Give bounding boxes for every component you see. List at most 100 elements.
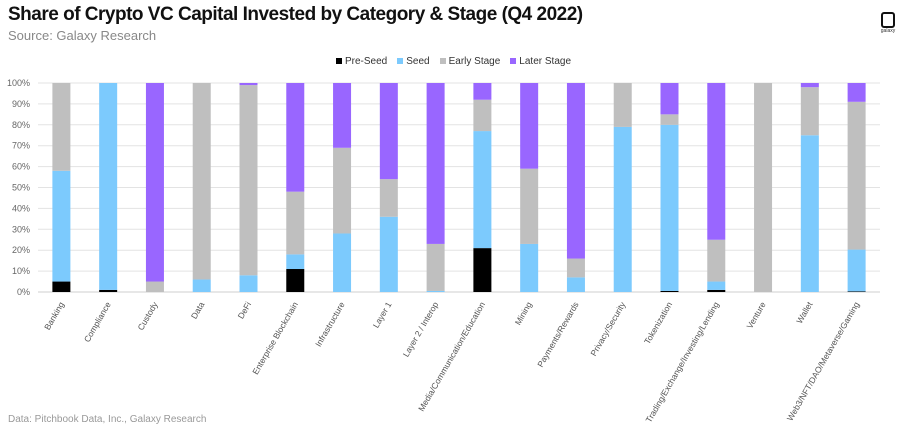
- y-tick-label: 90%: [12, 99, 30, 109]
- x-tick-label: Infrastructure: [313, 300, 347, 349]
- x-tick-label: Layer 1: [371, 300, 394, 330]
- x-tick-label: Payments/Rewards: [535, 300, 581, 369]
- bar-segment-later-stage: [707, 83, 726, 240]
- bar-segment-early-stage: [333, 147, 352, 234]
- y-tick-label: 40%: [12, 203, 30, 213]
- bar-segment-seed: [192, 279, 211, 292]
- y-tick-label: 20%: [12, 245, 30, 255]
- legend-item: Seed: [397, 56, 430, 67]
- legend-swatch: [439, 58, 446, 65]
- x-tick-label: Layer 2 / Interop: [401, 300, 441, 359]
- legend-swatch: [335, 58, 342, 65]
- bar-segment-early-stage: [379, 179, 398, 217]
- x-tick-label: Venture: [744, 300, 767, 331]
- bar-segment-early-stage: [754, 83, 773, 292]
- legend-label: Pre-Seed: [344, 56, 388, 67]
- bar-segment-later-stage: [520, 83, 539, 169]
- bar-segment-later-stage: [426, 83, 445, 244]
- x-tick-label: DeFi: [236, 300, 254, 321]
- bar-segment-early-stage: [286, 191, 305, 255]
- logo-text: galaxy: [880, 28, 896, 34]
- bar-segment-pre-seed: [660, 290, 679, 292]
- bar-segment-seed: [99, 83, 118, 290]
- x-tick-label: Enterprise Blockchain: [250, 300, 300, 376]
- x-tick-label: Wallet: [794, 299, 815, 325]
- y-tick-label: 60%: [12, 162, 30, 172]
- chart-title: Share of Crypto VC Capital Invested by C…: [8, 4, 583, 25]
- legend-swatch: [397, 58, 404, 65]
- bar-segment-later-stage: [847, 83, 866, 102]
- galaxy-logo: galaxy: [876, 12, 900, 34]
- bar-segment-seed: [239, 275, 258, 292]
- bar-segment-later-stage: [333, 83, 352, 148]
- x-tick-label: Banking: [42, 300, 66, 332]
- legend-item: Later Stage: [510, 56, 571, 67]
- legend-item: Pre-Seed: [335, 56, 388, 67]
- bar-segment-pre-seed: [847, 291, 866, 292]
- bar-segment-early-stage: [566, 258, 585, 278]
- bar-segment-pre-seed: [707, 289, 726, 292]
- bar-segment-early-stage: [426, 243, 445, 291]
- legend-swatch: [510, 58, 517, 65]
- chart-subtitle: Source: Galaxy Research: [8, 28, 157, 43]
- y-tick-label: 0%: [17, 287, 30, 297]
- y-tick-label: 100%: [7, 78, 30, 88]
- bar-segment-later-stage: [145, 83, 164, 282]
- bar-segment-seed: [520, 243, 539, 292]
- legend: Pre-Seed Seed Early Stage Later Stage: [0, 56, 907, 67]
- bar-segment-early-stage: [800, 87, 819, 136]
- bar-segment-seed: [286, 254, 305, 270]
- bar-segment-pre-seed: [52, 281, 71, 292]
- bar-segment-early-stage: [52, 83, 71, 171]
- y-tick-label: 80%: [12, 120, 30, 130]
- bar-segment-later-stage: [473, 83, 492, 100]
- y-tick-label: 30%: [12, 224, 30, 234]
- bar-segment-seed: [426, 290, 445, 292]
- bar-segment-early-stage: [613, 83, 632, 127]
- bar-segment-seed: [52, 170, 71, 282]
- y-tick-label: 10%: [12, 266, 30, 276]
- legend-label: Later Stage: [519, 56, 572, 67]
- chart-footer: Data: Pitchbook Data, Inc., Galaxy Resea…: [8, 414, 207, 425]
- bar-segment-later-stage: [379, 83, 398, 180]
- bar-segment-early-stage: [473, 99, 492, 132]
- bar-segment-later-stage: [239, 83, 258, 86]
- bar-segment-early-stage: [520, 168, 539, 244]
- bar-segment-later-stage: [800, 83, 819, 88]
- bar-segment-early-stage: [145, 281, 164, 292]
- x-tick-label: Compliance: [82, 300, 113, 344]
- x-tick-label: Data: [189, 300, 207, 321]
- bar-segment-seed: [473, 131, 492, 249]
- x-tick-label: Privacy/Security: [588, 299, 628, 357]
- bar-segment-seed: [660, 124, 679, 291]
- bar-segment-seed: [566, 277, 585, 292]
- bar-segment-early-stage: [192, 83, 211, 280]
- x-tick-label: Tokenization: [642, 300, 674, 346]
- legend-label: Early Stage: [448, 56, 501, 67]
- y-tick-label: 50%: [12, 183, 30, 193]
- legend-label: Seed: [406, 56, 430, 67]
- bar-segment-pre-seed: [473, 248, 492, 292]
- bar-segment-seed: [379, 216, 398, 292]
- y-tick-label: 70%: [12, 141, 30, 151]
- bar-segment-later-stage: [660, 83, 679, 115]
- bar-segment-early-stage: [660, 114, 679, 125]
- bar-segment-early-stage: [707, 239, 726, 282]
- bar-segment-seed: [847, 249, 866, 292]
- bar-segment-later-stage: [286, 83, 305, 192]
- logo-icon: [881, 12, 895, 28]
- x-tick-label: Custody: [135, 299, 160, 332]
- bar-segment-later-stage: [566, 83, 585, 259]
- bar-segment-seed: [333, 233, 352, 292]
- bar-segment-seed: [707, 281, 726, 290]
- x-tick-label: Mining: [513, 300, 534, 327]
- legend-item: Early Stage: [439, 56, 501, 67]
- bar-segment-pre-seed: [99, 289, 118, 292]
- bar-segment-seed: [613, 126, 632, 292]
- bar-segment-pre-seed: [286, 269, 305, 292]
- bar-segment-seed: [800, 135, 819, 292]
- bar-segment-early-stage: [847, 101, 866, 250]
- bar-segment-early-stage: [239, 85, 258, 276]
